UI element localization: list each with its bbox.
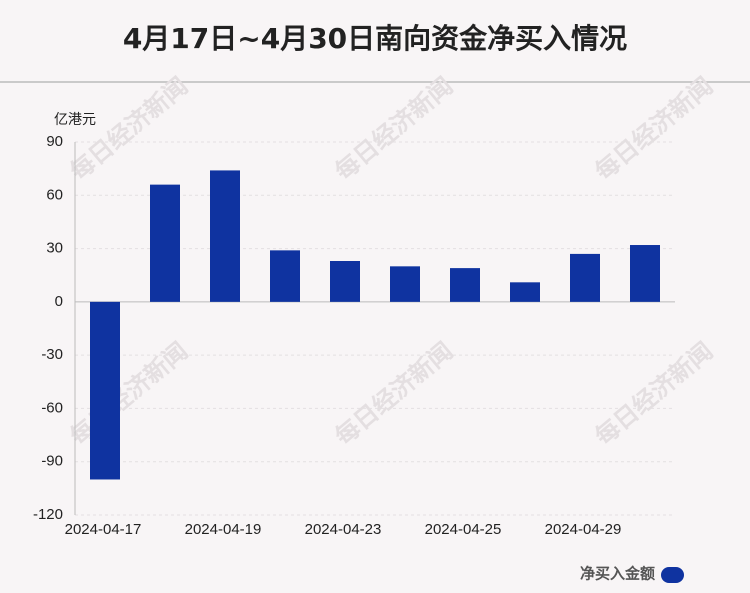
legend-swatch — [661, 567, 684, 583]
y-tick-label: -60 — [41, 399, 63, 416]
legend-label: 净买入金额 — [580, 565, 655, 583]
bar — [390, 266, 420, 302]
bar — [90, 301, 120, 480]
bar — [510, 282, 540, 302]
y-tick-label: 0 — [55, 293, 63, 310]
y-tick-label: -90 — [41, 453, 63, 470]
chart-title: 4月17日~4月30日南向资金净买入情况 — [123, 22, 627, 55]
y-tick-label: 90 — [46, 133, 63, 150]
x-tick-label: 2024-04-17 — [65, 521, 142, 538]
x-tick-label: 2024-04-23 — [305, 521, 382, 538]
bar — [450, 268, 480, 302]
bar — [150, 184, 180, 302]
y-tick-label: 30 — [46, 240, 63, 257]
bar — [570, 253, 600, 302]
bar — [210, 170, 240, 302]
y-tick-label: 60 — [46, 186, 63, 203]
x-tick-label: 2024-04-19 — [185, 521, 262, 538]
y-tick-label: -30 — [41, 346, 63, 363]
bar — [270, 250, 300, 302]
x-tick-label: 2024-04-25 — [425, 521, 502, 538]
bar — [330, 261, 360, 302]
x-tick-label: 2024-04-29 — [545, 521, 622, 538]
bar — [630, 245, 660, 302]
y-tick-label: -120 — [33, 506, 63, 523]
y-unit: 亿港元 — [54, 112, 96, 128]
